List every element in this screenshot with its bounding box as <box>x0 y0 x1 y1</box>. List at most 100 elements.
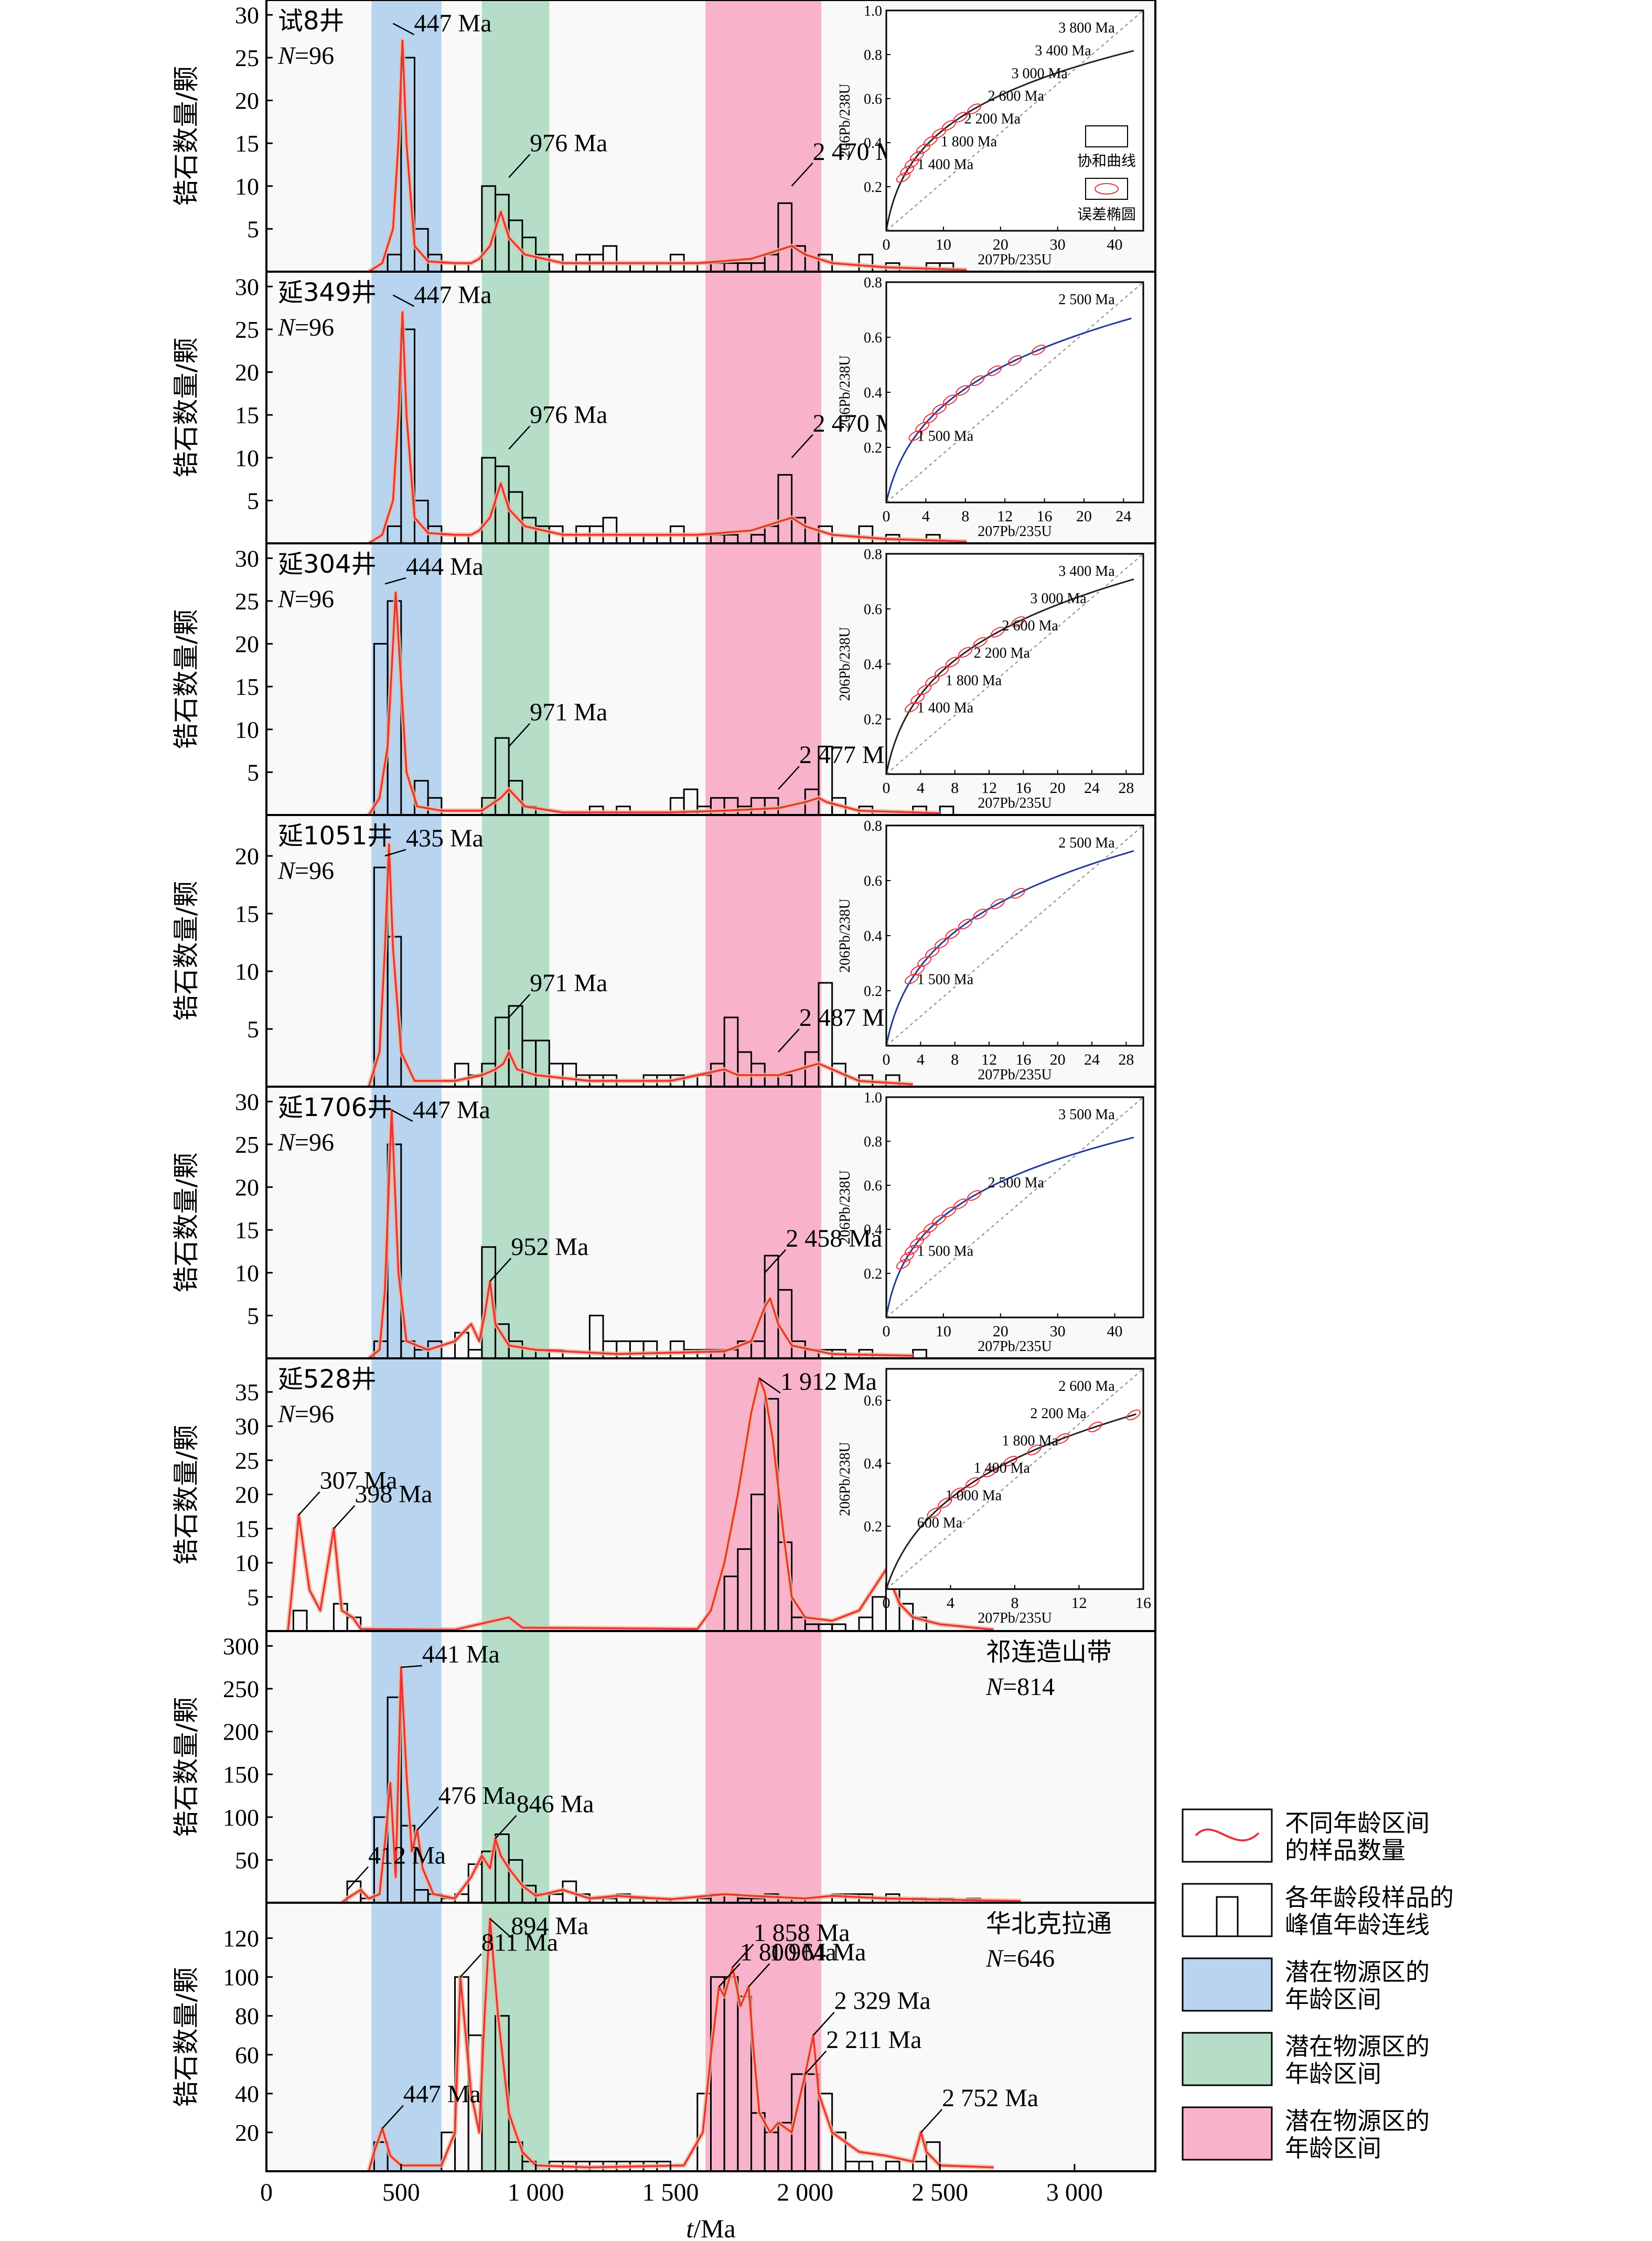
y-tick-label: 25 <box>235 45 259 71</box>
y-tick-label: 25 <box>235 1447 259 1474</box>
inset-frame <box>885 9 1144 232</box>
sample-count: N=96 <box>277 1129 334 1156</box>
sample-label: 延528井 <box>278 1365 377 1394</box>
inset-x-tick-label: 20 <box>993 1323 1009 1340</box>
inset-y-label: 206Pb/238U <box>837 1170 853 1245</box>
peak-age-label: 447 Ma <box>413 1096 490 1124</box>
y-tick-label: 25 <box>235 316 259 343</box>
inset-age-label: 1 400 Ma <box>917 156 974 173</box>
error-ellipse <box>965 1477 980 1488</box>
y-tick-label: 5 <box>247 1584 259 1611</box>
legend-kde-line <box>1195 1828 1260 1841</box>
error-ellipse <box>1027 1444 1042 1456</box>
inset-x-tick-label: 16 <box>1135 1594 1151 1612</box>
y-axis-label: 锆石数量/颗 <box>171 1425 201 1565</box>
error-ellipse <box>958 918 973 930</box>
inset-x-label: 207Pb/235U <box>978 523 1052 540</box>
annotation-leader <box>384 577 406 585</box>
y-tick-label: 5 <box>247 487 259 514</box>
peak-age-label: 1 800 Ma <box>740 1938 836 1966</box>
peak-age-label: 1 912 Ma <box>780 1368 877 1396</box>
inset-x-label: 207Pb/235U <box>978 1338 1052 1355</box>
peak-age-label: 2 477 Ma <box>799 741 896 769</box>
error-ellipse <box>923 135 938 147</box>
inset-age-label: 2 200 Ma <box>964 111 1021 127</box>
error-ellipse <box>932 403 947 415</box>
annotation-leader <box>508 425 531 450</box>
plot-frame <box>265 0 1156 2172</box>
inset-age-label: 2 600 Ma <box>1058 1378 1115 1395</box>
error-ellipse <box>970 375 985 387</box>
annotation-leader <box>333 1505 356 1529</box>
annotation-leader <box>381 2105 404 2129</box>
inset-frame <box>885 824 1144 1047</box>
kde-curve <box>287 1377 994 1632</box>
y-tick-label: 30 <box>235 1413 259 1440</box>
y-tick-label: 10 <box>235 173 259 200</box>
peak-age-label: 2 211 Ma <box>826 2026 921 2054</box>
y-axis-label: 锆石数量/颗 <box>171 881 201 1021</box>
annotation-leader <box>777 1028 800 1053</box>
inset-x-tick-label: 16 <box>1037 508 1053 525</box>
error-ellipse <box>904 702 919 713</box>
inset-x-tick-label: 40 <box>1107 1323 1123 1340</box>
kde-curve <box>368 591 940 816</box>
concordia-curve <box>885 1413 1136 1590</box>
sample-count: N=96 <box>277 42 334 70</box>
panel-1 <box>367 38 967 274</box>
error-ellipse <box>943 394 958 405</box>
kde-curve <box>368 843 913 1087</box>
peak-age-label: 2 458 Ma <box>786 1225 882 1252</box>
error-ellipse <box>915 422 930 433</box>
error-ellipse <box>950 1487 965 1498</box>
inset-age-label: 2 500 Ma <box>1058 292 1115 308</box>
x-axis-label: t/Ma <box>686 2214 735 2241</box>
peak-age-label: 412 Ma <box>368 1842 446 1870</box>
concordia-inset: 0 4 8 12 16 0.2 0.4 0.6 207Pb/235U 206Pb/238U 600 … <box>837 1368 1151 1626</box>
x-tick-label: 1 000 <box>508 2179 564 2206</box>
legend-swatch <box>1182 2106 1273 2161</box>
inset-x-tick-label: 4 <box>917 1051 925 1068</box>
legend-label: 潜在物源区的 <box>1285 1958 1430 1986</box>
annotation-leader <box>416 1806 439 1831</box>
annotation-leader <box>347 1866 369 1891</box>
annotation-leader <box>764 1249 787 1273</box>
inset-age-label: 1 800 Ma <box>946 672 1002 689</box>
kde-curve <box>341 1666 1021 1904</box>
y-tick-label: 10 <box>235 1550 259 1577</box>
inset-y-label: 206Pb/238U <box>837 355 853 430</box>
concordia-inset: 0 10 20 30 40 0.2 0.4 0.6 0.8 1.0 207Pb/235U 206Pb/… <box>837 1090 1144 1355</box>
annotation-leader <box>791 162 813 187</box>
inset-x-tick-label: 24 <box>1084 1051 1100 1068</box>
inset-y-tick-label: 0.2 <box>864 179 882 196</box>
sample-label: 延304井 <box>278 550 377 579</box>
sample-label: 延1051井 <box>278 821 392 851</box>
error-ellipse <box>987 365 1002 377</box>
error-ellipse <box>958 647 973 658</box>
inset-y-tick-label: 0.2 <box>864 1266 882 1282</box>
legend-swatch <box>1182 2032 1273 2086</box>
y-tick-label: 30 <box>235 545 259 572</box>
inset-x-tick-label: 0 <box>883 1051 891 1068</box>
inset-y-tick-label: 0.6 <box>864 91 882 108</box>
inset-x-tick-label: 30 <box>1050 236 1066 253</box>
y-tick-label: 120 <box>223 1925 259 1952</box>
y-tick-label: 15 <box>235 130 259 157</box>
legend-swatch <box>1182 1957 1273 2012</box>
inset-age-label: 2 500 Ma <box>1058 835 1115 851</box>
annotation-leader <box>791 434 813 458</box>
y-tick-label: 80 <box>235 2003 259 2030</box>
inset-y-label: 206Pb/238U <box>837 627 853 701</box>
error-ellipse <box>945 928 960 939</box>
y-tick-label: 15 <box>235 900 259 927</box>
error-ellipse <box>1088 1421 1102 1432</box>
peak-age-label: 435 Ma <box>406 824 484 852</box>
error-ellipse <box>923 413 938 424</box>
panel-5 <box>367 1108 927 1360</box>
inset-legend-box-ellipse <box>1085 178 1128 200</box>
error-ellipse <box>973 637 988 648</box>
peak-age-label: 976 Ma <box>530 129 607 157</box>
inset-age-label: 3 500 Ma <box>1058 1107 1115 1123</box>
